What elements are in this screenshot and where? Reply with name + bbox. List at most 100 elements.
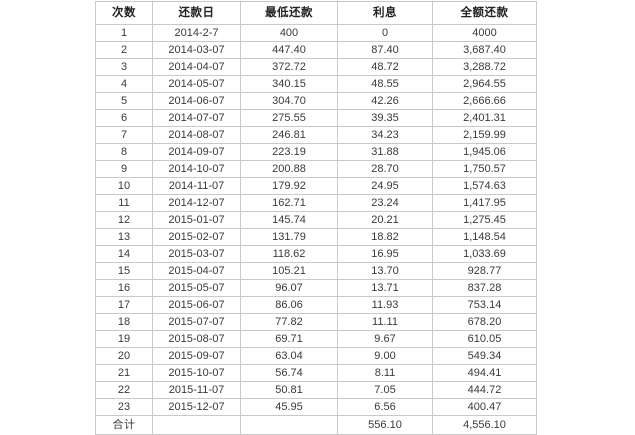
total-date-empty xyxy=(152,415,241,435)
cell-min-payment: 63.04 xyxy=(240,347,338,365)
cell-full-payment: 3,687.40 xyxy=(432,41,537,59)
total-label: 合计 xyxy=(95,415,153,435)
table-row: 19 2015-08-07 69.71 9.67 610.05 xyxy=(95,330,537,348)
cell-full-payment: 753.14 xyxy=(432,296,537,314)
table-row: 16 2015-05-07 96.07 13.71 837.28 xyxy=(95,279,537,297)
table-row: 14 2015-03-07 118.62 16.95 1,033.69 xyxy=(95,245,537,263)
column-header-index: 次数 xyxy=(95,1,153,25)
table-body: 1 2014-2-7 400 0 4000 2 2014-03-07 447.40 87.40 3… xyxy=(95,24,537,435)
cell-date: 2014-03-07 xyxy=(152,41,241,59)
cell-full-payment: 2,401.31 xyxy=(432,109,537,127)
cell-min-payment: 118.62 xyxy=(240,245,338,263)
cell-interest: 0 xyxy=(337,24,433,42)
table-row: 1 2014-2-7 400 0 4000 xyxy=(95,24,537,42)
cell-full-payment: 494.41 xyxy=(432,364,537,382)
cell-min-payment: 50.81 xyxy=(240,381,338,399)
cell-index: 19 xyxy=(95,330,153,348)
cell-full-payment: 1,148.54 xyxy=(432,228,537,246)
cell-index: 4 xyxy=(95,75,153,93)
cell-date: 2015-09-07 xyxy=(152,347,241,365)
repayment-schedule-container: 次数 还款日 最低还款 利息 全额还款 1 2014-2-7 400 0 4000 2 20… xyxy=(95,1,537,435)
cell-date: 2015-08-07 xyxy=(152,330,241,348)
table-row: 15 2015-04-07 105.21 13.70 928.77 xyxy=(95,262,537,280)
cell-date: 2015-12-07 xyxy=(152,398,241,416)
cell-index: 22 xyxy=(95,381,153,399)
total-interest-value: 556.10 xyxy=(337,415,433,435)
cell-index: 21 xyxy=(95,364,153,382)
cell-full-payment: 3,288.72 xyxy=(432,58,537,76)
cell-full-payment: 2,964.55 xyxy=(432,75,537,93)
cell-index: 9 xyxy=(95,160,153,178)
cell-min-payment: 223.19 xyxy=(240,143,338,161)
table-row: 5 2014-06-07 304.70 42.26 2,666.66 xyxy=(95,92,537,110)
cell-date: 2015-10-07 xyxy=(152,364,241,382)
cell-index: 3 xyxy=(95,58,153,76)
cell-index: 23 xyxy=(95,398,153,416)
table-row: 2 2014-03-07 447.40 87.40 3,687.40 xyxy=(95,41,537,59)
cell-interest: 6.56 xyxy=(337,398,433,416)
cell-interest: 11.11 xyxy=(337,313,433,331)
cell-interest: 42.26 xyxy=(337,92,433,110)
table-row: 4 2014-05-07 340.15 48.55 2,964.55 xyxy=(95,75,537,93)
cell-min-payment: 145.74 xyxy=(240,211,338,229)
table-row: 20 2015-09-07 63.04 9.00 549.34 xyxy=(95,347,537,365)
cell-min-payment: 56.74 xyxy=(240,364,338,382)
table-row: 9 2014-10-07 200.88 28.70 1,750.57 xyxy=(95,160,537,178)
cell-full-payment: 837.28 xyxy=(432,279,537,297)
cell-min-payment: 179.92 xyxy=(240,177,338,195)
cell-full-payment: 1,275.45 xyxy=(432,211,537,229)
cell-date: 2014-07-07 xyxy=(152,109,241,127)
cell-date: 2015-03-07 xyxy=(152,245,241,263)
cell-index: 16 xyxy=(95,279,153,297)
cell-full-payment: 2,666.66 xyxy=(432,92,537,110)
table-row: 3 2014-04-07 372.72 48.72 3,288.72 xyxy=(95,58,537,76)
cell-index: 5 xyxy=(95,92,153,110)
cell-full-payment: 610.05 xyxy=(432,330,537,348)
cell-full-payment: 1,033.69 xyxy=(432,245,537,263)
table-row: 13 2015-02-07 131.79 18.82 1,148.54 xyxy=(95,228,537,246)
table-row: 12 2015-01-07 145.74 20.21 1,275.45 xyxy=(95,211,537,229)
cell-min-payment: 447.40 xyxy=(240,41,338,59)
cell-interest: 28.70 xyxy=(337,160,433,178)
cell-min-payment: 86.06 xyxy=(240,296,338,314)
cell-min-payment: 77.82 xyxy=(240,313,338,331)
cell-interest: 34.23 xyxy=(337,126,433,144)
cell-date: 2015-07-07 xyxy=(152,313,241,331)
cell-index: 10 xyxy=(95,177,153,195)
table-total-row: 合计 556.10 4,556.10 xyxy=(95,415,537,435)
cell-min-payment: 246.81 xyxy=(240,126,338,144)
cell-full-payment: 1,750.57 xyxy=(432,160,537,178)
cell-date: 2015-01-07 xyxy=(152,211,241,229)
cell-index: 6 xyxy=(95,109,153,127)
column-header-date: 还款日 xyxy=(152,1,241,25)
cell-interest: 11.93 xyxy=(337,296,433,314)
table-row: 21 2015-10-07 56.74 8.11 494.41 xyxy=(95,364,537,382)
cell-min-payment: 275.55 xyxy=(240,109,338,127)
cell-min-payment: 96.07 xyxy=(240,279,338,297)
cell-min-payment: 400 xyxy=(240,24,338,42)
cell-interest: 20.21 xyxy=(337,211,433,229)
cell-interest: 39.35 xyxy=(337,109,433,127)
table-row: 18 2015-07-07 77.82 11.11 678.20 xyxy=(95,313,537,331)
cell-interest: 24.95 xyxy=(337,177,433,195)
table-row: 11 2014-12-07 162.71 23.24 1,417.95 xyxy=(95,194,537,212)
cell-full-payment: 928.77 xyxy=(432,262,537,280)
cell-date: 2015-06-07 xyxy=(152,296,241,314)
cell-index: 17 xyxy=(95,296,153,314)
cell-interest: 9.67 xyxy=(337,330,433,348)
table-row: 6 2014-07-07 275.55 39.35 2,401.31 xyxy=(95,109,537,127)
cell-date: 2014-05-07 xyxy=(152,75,241,93)
cell-index: 2 xyxy=(95,41,153,59)
cell-date: 2014-2-7 xyxy=(152,24,241,42)
cell-min-payment: 45.95 xyxy=(240,398,338,416)
cell-interest: 31.88 xyxy=(337,143,433,161)
cell-min-payment: 340.15 xyxy=(240,75,338,93)
cell-date: 2014-09-07 xyxy=(152,143,241,161)
table-row: 10 2014-11-07 179.92 24.95 1,574.63 xyxy=(95,177,537,195)
cell-index: 20 xyxy=(95,347,153,365)
cell-date: 2014-12-07 xyxy=(152,194,241,212)
table-row: 7 2014-08-07 246.81 34.23 2,159.99 xyxy=(95,126,537,144)
total-full-payment-value: 4,556.10 xyxy=(432,415,537,435)
table-row: 17 2015-06-07 86.06 11.93 753.14 xyxy=(95,296,537,314)
cell-full-payment: 1,417.95 xyxy=(432,194,537,212)
